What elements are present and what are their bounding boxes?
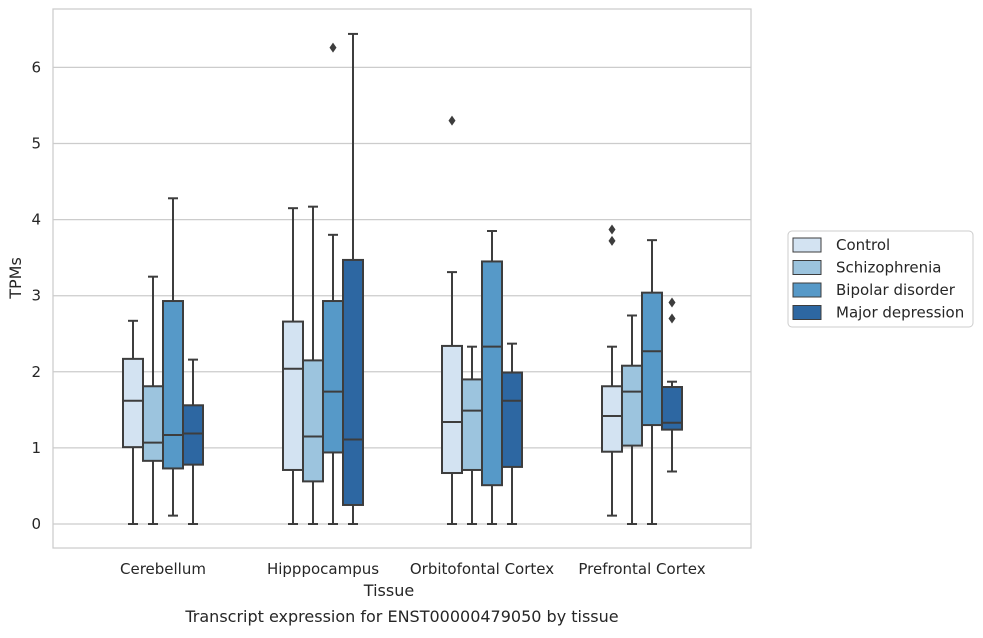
box-iqr xyxy=(601,385,623,453)
y-tick-label: 4 xyxy=(31,211,41,229)
box-group xyxy=(481,230,503,525)
box-group xyxy=(441,115,463,525)
x-tick-label: Prefrontal Cortex xyxy=(578,560,705,578)
legend-label: Schizophrenia xyxy=(836,259,941,277)
outlier-point xyxy=(668,313,676,324)
legend-swatch xyxy=(792,282,822,298)
box-iqr xyxy=(461,378,483,471)
box-group xyxy=(641,239,663,525)
box-group xyxy=(162,197,184,517)
box-group xyxy=(501,342,523,525)
legend-label: Major depression xyxy=(836,304,964,322)
box-group xyxy=(302,205,324,525)
y-tick-label: 1 xyxy=(31,439,41,457)
y-tick-labels: 0 1 2 3 4 5 6 xyxy=(31,58,41,533)
box-group xyxy=(122,319,144,525)
legend-label: Bipolar disorder xyxy=(836,281,956,299)
box-iqr xyxy=(641,291,663,427)
box-iqr xyxy=(501,371,523,468)
legend: Control Schizophrenia Bipolar disorder Majo… xyxy=(787,230,974,328)
x-axis-label: Tissue xyxy=(363,581,414,600)
y-tick-label: 3 xyxy=(31,287,41,305)
box-iqr xyxy=(182,404,204,466)
box-iqr xyxy=(302,359,324,483)
box-group xyxy=(282,207,304,525)
box-iqr xyxy=(342,258,364,506)
box-iqr xyxy=(162,300,184,470)
outlier-point xyxy=(448,115,456,126)
y-tick-label: 2 xyxy=(31,363,41,381)
chart-caption: Transcript expression for ENST0000047905… xyxy=(184,607,618,626)
boxes-layer xyxy=(122,32,683,525)
box-group xyxy=(342,32,364,525)
box-group xyxy=(461,345,483,525)
legend-swatch xyxy=(792,237,822,253)
box-iqr xyxy=(322,300,344,454)
outlier-point xyxy=(608,235,616,246)
x-tick-label: Cerebellum xyxy=(120,560,206,578)
outlier-point xyxy=(608,224,616,235)
box-group xyxy=(322,42,344,525)
x-tick-label: Hipppocampus xyxy=(267,560,379,578)
box-iqr xyxy=(621,364,643,447)
y-tick-label: 0 xyxy=(31,515,41,533)
box-iqr xyxy=(282,320,304,471)
x-tick-label: Orbitofontal Cortex xyxy=(410,560,554,578)
x-tick-labels: Cerebellum Hipppocampus Orbitofontal Corte… xyxy=(120,560,706,578)
box-group xyxy=(142,275,164,525)
box-group xyxy=(601,224,623,517)
outlier-point xyxy=(329,42,337,53)
legend-frame xyxy=(787,230,974,328)
legend-label: Control xyxy=(836,236,890,254)
y-axis-label: TPMs xyxy=(6,257,25,300)
box-iqr xyxy=(661,386,683,431)
legend-swatch xyxy=(792,305,822,320)
plot-frame xyxy=(52,8,752,549)
box-iqr xyxy=(441,344,463,475)
legend-swatch xyxy=(792,260,822,275)
box-iqr xyxy=(142,385,164,462)
outlier-point xyxy=(668,297,676,308)
y-tick-label: 6 xyxy=(31,58,41,76)
box-group xyxy=(621,314,643,525)
box-iqr xyxy=(122,357,144,449)
box-group xyxy=(182,358,204,525)
y-tick-label: 5 xyxy=(31,135,41,153)
box-iqr xyxy=(481,260,503,487)
box-group xyxy=(661,297,683,473)
